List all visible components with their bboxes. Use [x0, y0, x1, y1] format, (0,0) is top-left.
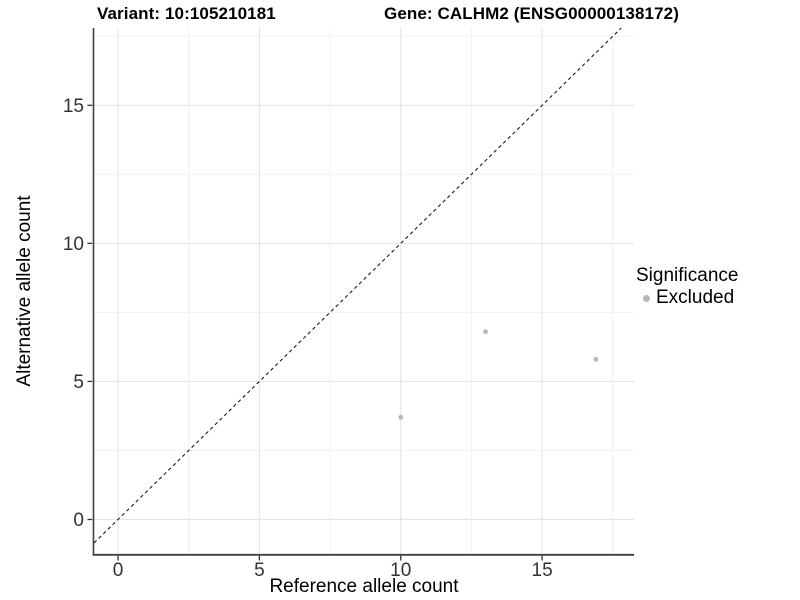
gene-title: Gene: CALHM2 (ENSG00000138172) [384, 4, 679, 23]
y-tick-label: 15 [63, 96, 84, 117]
x-tick-label: 15 [532, 560, 553, 581]
data-point [398, 414, 404, 420]
y-tick-label: 0 [73, 510, 84, 531]
x-tick-label: 0 [113, 560, 124, 581]
legend-item-label: Excluded [656, 287, 735, 308]
y-tick-label: 10 [63, 234, 84, 255]
legend-title: Significance [636, 265, 739, 286]
data-point [483, 329, 488, 335]
x-axis-title: Reference allele count [269, 576, 459, 597]
excluded-point-swatch-icon [643, 294, 650, 302]
x-tick-label: 10 [390, 560, 411, 581]
legend-item-excluded: Excluded [643, 287, 738, 309]
x-tick-label: 5 [254, 560, 265, 581]
identity-line [93, 27, 622, 544]
y-axis-title: Alternative allele count [14, 195, 35, 387]
variant-title: Variant: 10:105210181 [97, 4, 276, 23]
y-tick-label: 5 [73, 372, 84, 393]
data-point [593, 356, 599, 362]
legend: Significance Excluded [636, 264, 738, 309]
